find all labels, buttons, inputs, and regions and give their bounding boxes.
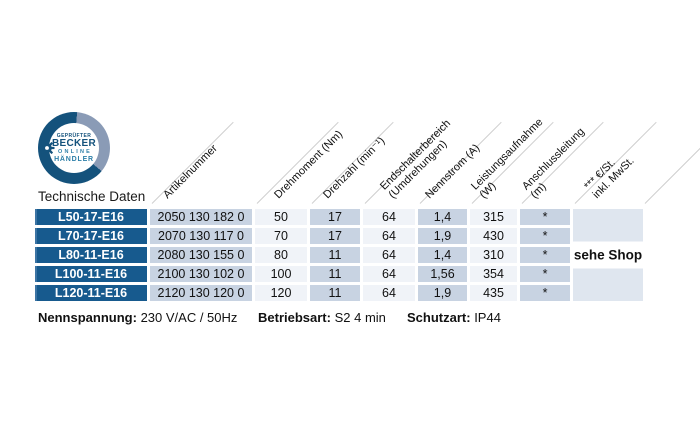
shop-note: sehe Shop — [573, 241, 643, 269]
column-header-artikelnummer: Artikelnummer — [161, 142, 220, 201]
spec-value: S2 4 min — [334, 310, 386, 325]
header-divider-line — [644, 135, 700, 204]
artikelnummer-cell: 2070 130 117 0 — [150, 228, 252, 244]
model-cell: L100-11-E16 — [35, 266, 147, 282]
badge-inner-circle: GEPRÜFTER BECKER ONLINE HÄNDLER — [49, 123, 99, 173]
spec-label: Nennspannung: — [38, 310, 137, 325]
table-row: L100-11-E16 2100 130 102 0 100 11 64 1,5… — [35, 266, 643, 282]
badge-top-label: GEPRÜFTER — [56, 132, 92, 139]
table-row: L120-11-E16 2120 130 120 0 120 11 64 1,9… — [35, 285, 643, 301]
spec-label: Schutzart: — [407, 310, 471, 325]
spec-label: Betriebsart: — [258, 310, 331, 325]
gear-icon — [39, 140, 55, 156]
drehmoment-cell: 100 — [255, 266, 307, 282]
leistungsaufnahme-cell: 315 — [470, 209, 517, 225]
endschalterbereich-cell: 64 — [363, 209, 415, 225]
nennstrom-cell: 1,9 — [418, 228, 467, 244]
drehmoment-cell: 80 — [255, 247, 307, 263]
drehmoment-cell: 50 — [255, 209, 307, 225]
spec-betriebsart: Betriebsart: S2 4 min — [258, 310, 386, 325]
spec-value: IP44 — [474, 310, 501, 325]
nennstrom-cell: 1,4 — [418, 209, 467, 225]
anschlussleitung-cell: * — [520, 285, 570, 301]
drehzahl-cell: 11 — [310, 285, 360, 301]
anschlussleitung-cell: * — [520, 209, 570, 225]
anschlussleitung-cell: * — [520, 228, 570, 244]
price-column: sehe Shop — [573, 209, 643, 301]
leistungsaufnahme-cell: 354 — [470, 266, 517, 282]
leistungsaufnahme-cell: 430 — [470, 228, 517, 244]
model-cell: L80-11-E16 — [35, 247, 147, 263]
header-text: Artikelnummer — [161, 142, 220, 201]
artikelnummer-cell: 2120 130 120 0 — [150, 285, 252, 301]
becker-dealer-badge: GEPRÜFTER BECKER ONLINE HÄNDLER — [38, 112, 110, 184]
badge-middle-label: ONLINE — [58, 148, 92, 155]
endschalterbereich-cell: 64 — [363, 285, 415, 301]
model-cell: L50-17-E16 — [35, 209, 147, 225]
drehzahl-cell: 11 — [310, 247, 360, 263]
leistungsaufnahme-cell: 435 — [470, 285, 517, 301]
spec-value: 230 V/AC / 50Hz — [140, 310, 238, 325]
anschlussleitung-cell: * — [520, 247, 570, 263]
nennstrom-cell: 1,4 — [418, 247, 467, 263]
endschalterbereich-cell: 64 — [363, 266, 415, 282]
model-cell: L70-17-E16 — [35, 228, 147, 244]
badge-bottom-label: HÄNDLER — [54, 155, 94, 163]
artikelnummer-cell: 2050 130 182 0 — [150, 209, 252, 225]
technical-data-table: L50-17-E16 2050 130 182 0 50 17 64 1,4 3… — [32, 206, 646, 304]
drehzahl-cell: 17 — [310, 209, 360, 225]
badge-brand-label: BECKER — [51, 137, 97, 149]
spec-schutzart: Schutzart: IP44 — [407, 310, 501, 325]
model-cell: L120-11-E16 — [35, 285, 147, 301]
section-title: Technische Daten — [38, 189, 146, 204]
anschlussleitung-cell: * — [520, 266, 570, 282]
artikelnummer-cell: 2100 130 102 0 — [150, 266, 252, 282]
drehzahl-cell: 17 — [310, 228, 360, 244]
drehmoment-cell: 70 — [255, 228, 307, 244]
endschalterbereich-cell: 64 — [363, 247, 415, 263]
nennstrom-cell: 1,9 — [418, 285, 467, 301]
artikelnummer-cell: 2080 130 155 0 — [150, 247, 252, 263]
spec-nennspannung: Nennspannung: 230 V/AC / 50Hz — [38, 310, 237, 325]
drehmoment-cell: 120 — [255, 285, 307, 301]
drehzahl-cell: 11 — [310, 266, 360, 282]
endschalterbereich-cell: 64 — [363, 228, 415, 244]
nennstrom-cell: 1,56 — [418, 266, 467, 282]
table-row: L50-17-E16 2050 130 182 0 50 17 64 1,4 3… — [35, 209, 643, 301]
column-header-endschalterbereich: Endschalterbereich (Umdrehungen) — [378, 117, 462, 201]
column-header-preis: *** €/St. inkl. MwSt. — [582, 147, 637, 201]
leistungsaufnahme-cell: 310 — [470, 247, 517, 263]
table-row: L70-17-E16 2070 130 117 0 70 17 64 1,9 4… — [35, 228, 643, 244]
table-row: L80-11-E16 2080 130 155 0 80 11 64 1,4 3… — [35, 247, 643, 263]
